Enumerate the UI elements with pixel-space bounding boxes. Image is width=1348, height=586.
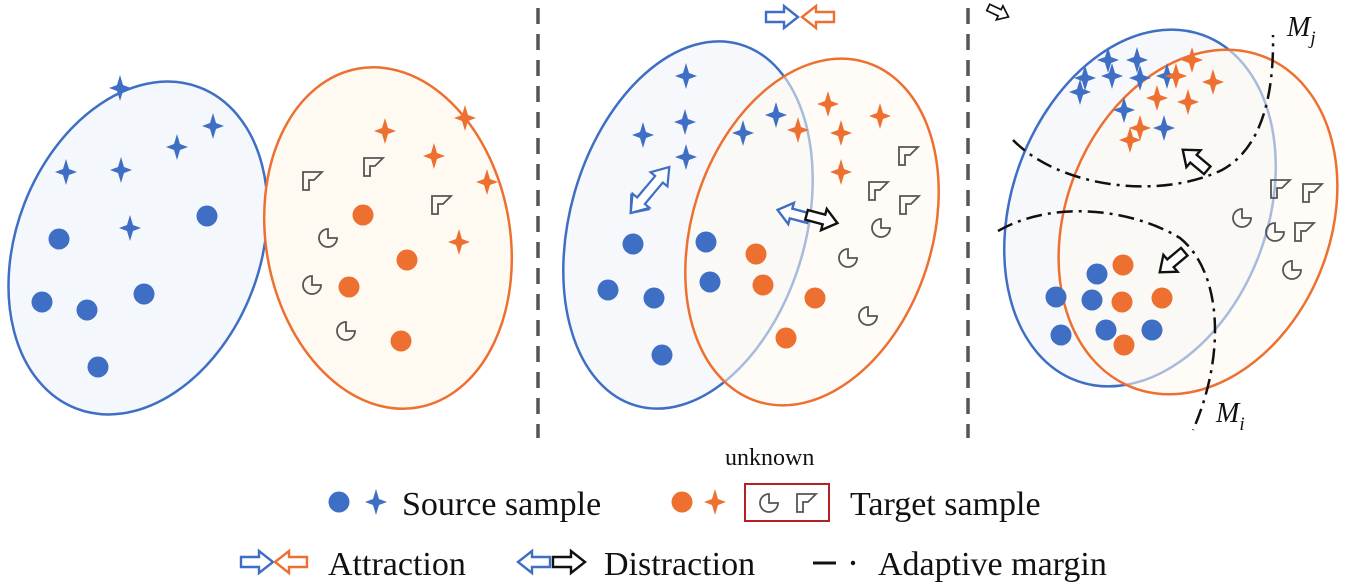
target-points (745, 243, 826, 349)
legend-target-sample: Target sample (850, 486, 1041, 523)
source-points (1045, 263, 1163, 346)
target-domain-ellipse (684, 57, 940, 407)
adaptive-margin-curve-j (1012, 34, 1275, 188)
legend-source-sample: Source sample (402, 486, 601, 523)
attraction-arrows-icon (764, 4, 836, 30)
unknown-samples-box (744, 483, 830, 522)
margin-label-i: Mi (1215, 398, 1245, 435)
legend-adaptive-margin: Adaptive margin (878, 546, 1107, 583)
legend-unknown-label: unknown (725, 445, 814, 471)
source-point-icon (328, 491, 350, 513)
panel-separate-domains (7, 66, 514, 416)
distraction-source-arrow-icon (516, 549, 552, 575)
panel-attraction-distraction (562, 4, 940, 410)
legend: unknown Source sample Target sample Attr… (239, 445, 1107, 583)
target-points (1111, 254, 1173, 356)
distraction-dark-arrow-icon (551, 549, 587, 575)
source-points (597, 231, 721, 366)
adaptive-margin-curve-i (997, 210, 1217, 431)
legend-attraction: Attraction (328, 546, 466, 583)
source-domain-ellipse (7, 80, 269, 416)
panel-adaptive-margin: Mj Mi (984, 0, 1339, 435)
source-star-icon (365, 489, 387, 515)
target-point-icon (671, 491, 693, 513)
target-points (338, 204, 418, 352)
attraction-source-arrow-icon (239, 549, 275, 575)
target-domain-ellipse (262, 66, 514, 410)
attraction-double-arrow-icon (629, 165, 671, 215)
legend-distraction: Distraction (604, 546, 755, 583)
source-points (31, 205, 218, 378)
target-star-icon (704, 489, 726, 515)
margin-label-j: Mj (1286, 12, 1316, 49)
attraction-target-arrow-icon (273, 549, 309, 575)
adaptive-margin-dot-icon (850, 560, 856, 566)
